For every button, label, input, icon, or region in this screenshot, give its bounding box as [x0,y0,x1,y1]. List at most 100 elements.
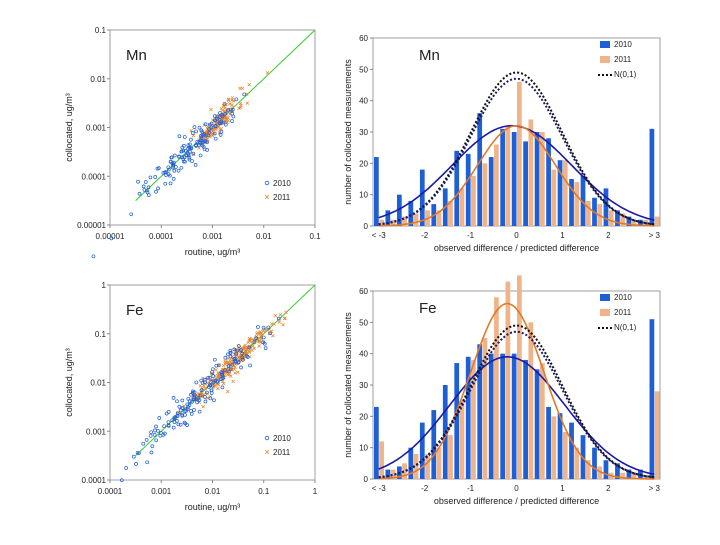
fe-scatter-point-2010 [171,425,176,430]
fe-scatter-x-tick-label: 0.001 [151,487,172,496]
fe-scatter-point-2010 [207,375,212,380]
mn-hist-legend-2011: 2011 [614,55,632,64]
mn-scatter-point-2010 [166,172,171,176]
fe-hist-curve-2 [378,324,655,479]
mn-hist-bar-2010-0 [374,157,379,226]
mn-hist-bar-2010-9 [477,113,483,226]
fe-hist-bar-2010-10 [488,353,494,479]
mn-hist-bar-2011-21 [620,213,626,226]
fe-hist-bar-2011-2 [402,463,407,479]
mn-scatter-point-2011 [227,102,232,106]
mn-scatter-point-2011 [265,71,270,75]
mn-hist-bar-2010-13 [523,141,528,226]
fe-hist-bar-2010-15 [546,406,551,479]
fe-scatter-point-2010 [175,414,180,418]
fe-scatter-point-2010 [149,430,154,435]
fe-hist-bar-2011-15 [551,416,557,479]
fe-scatter-point-2010 [245,355,250,359]
mn-scatter-point-2011 [217,131,222,135]
mn-scatter-y-tick-label: 0.01 [90,75,106,84]
mn-hist-bar-2010-12 [511,132,517,226]
mn-scatter-point-2011 [226,97,231,101]
fe-hist-bar-2010-9 [477,344,483,479]
fe-scatter-point-2010 [150,444,155,449]
fe-hist-bar-2010-4 [419,422,425,479]
mn-scatter-point-2011 [218,127,223,132]
fe-scatter-x-tick-label: 0.01 [205,487,221,496]
mn-scatter-point-2010 [155,166,160,171]
mn-hist-x-tick-label: > 3 [649,231,661,240]
fe-scatter-point-2010 [256,325,260,329]
fe-scatter-point-2010 [252,340,257,344]
mn-scatter-x-tick-label: 0.001 [202,232,223,241]
fe-scatter-y-axis-label: collocated, ug/m³ [64,348,74,417]
mn-scatter-legend-2011: 2011 [273,193,291,202]
mn-hist-x-tick-label: < -3 [372,231,387,240]
mn-hist-x-tick-label: -1 [467,231,475,240]
fe-scatter-x-tick-label: 0.1 [258,487,270,496]
mn-hist-bar-2011-6 [448,200,453,226]
fe-hist-y-tick-label: 40 [359,350,368,359]
mn-scatter-point-2010 [199,135,204,140]
mn-hist-bar-2010-20 [603,188,609,226]
fe-scatter-point-2010 [190,399,194,404]
fe-scatter-point-2011 [273,313,278,318]
fe-scatter-point-2010 [180,398,185,403]
fe-hist-legend-normal: N(0,1) [614,323,637,332]
fe-scatter-point-2011 [248,338,253,343]
fe-scatter-point-2011 [247,339,252,343]
fe-scatter-legend-marker-2011 [264,449,270,455]
mn-hist-x-tick-label: 0 [514,231,519,240]
fe-scatter-point-2011 [277,320,282,324]
mn-scatter-point-2010 [207,130,212,135]
mn-scatter-point-2010 [171,177,176,181]
mn-scatter-point-2010 [181,157,186,161]
mn-hist-x-tick-label: 2 [606,231,611,240]
fe-scatter-point-2011 [233,365,237,369]
mn-scatter-point-2010 [199,134,203,138]
mn-scatter-point-2010 [223,111,228,116]
mn-hist-bar-2011-12 [517,81,522,226]
fe-hist-bar-2011-4 [425,453,430,479]
fe-scatter-point-2011 [257,344,261,348]
fe-hist-bar-2010-17 [569,422,574,479]
mn-scatter-x-tick-label: 0.1 [309,232,321,241]
fe-scatter-point-2011 [216,374,220,378]
mn-scatter-point-2010 [242,92,247,97]
fe-hist-x-tick-label: -2 [421,484,429,493]
fe-scatter-point-2011 [281,323,285,327]
fe-scatter-point-2010 [159,431,163,435]
fe-hist-bar-2011-22 [631,472,637,479]
mn-scatter-point-2010 [181,148,186,153]
fe-scatter-point-2011 [251,344,255,348]
mn-scatter-point-2010 [179,165,184,170]
fe-scatter-point-2011 [231,379,235,384]
mn-hist-bar-2011-5 [436,210,442,226]
fe-hist-legend-swatch-2011 [600,309,610,316]
mn-hist-bar-2011-9 [482,163,488,226]
fe-scatter-y-tick-label: 1 [102,281,107,290]
fe-hist-curve-1 [378,302,655,480]
fe-hist-bars [374,275,660,479]
fe-scatter-point-2010 [244,354,249,358]
fe-scatter-point-2010 [131,454,136,459]
fe-scatter-point-2010 [190,391,195,395]
fe-scatter-point-2010 [197,398,202,402]
fe-scatter-point-2010 [134,462,138,466]
fe-scatter-point-2010 [197,409,202,414]
fe-scatter-point-2010 [266,325,271,330]
mn-scatter-point-2010 [230,119,234,123]
fe-scatter-point-2010 [195,400,199,405]
fe-hist-bar-2011-11 [505,281,511,479]
mn-scatter-point-2010 [109,236,114,241]
fe-scatter-point-2010 [210,367,215,372]
mn-scatter-point-2010 [197,125,202,130]
mn-scatter-point-2010 [219,129,224,134]
fe-scatter-point-2010 [154,438,159,443]
fe-scatter-point-2010 [141,441,146,446]
mn-scatter-point-2010 [191,151,196,156]
fe-scatter-point-2010 [216,363,221,368]
fe-scatter-point-2010 [233,360,238,364]
mn-scatter-point-2010 [154,189,158,194]
mn-scatter-point-2010 [187,155,192,160]
